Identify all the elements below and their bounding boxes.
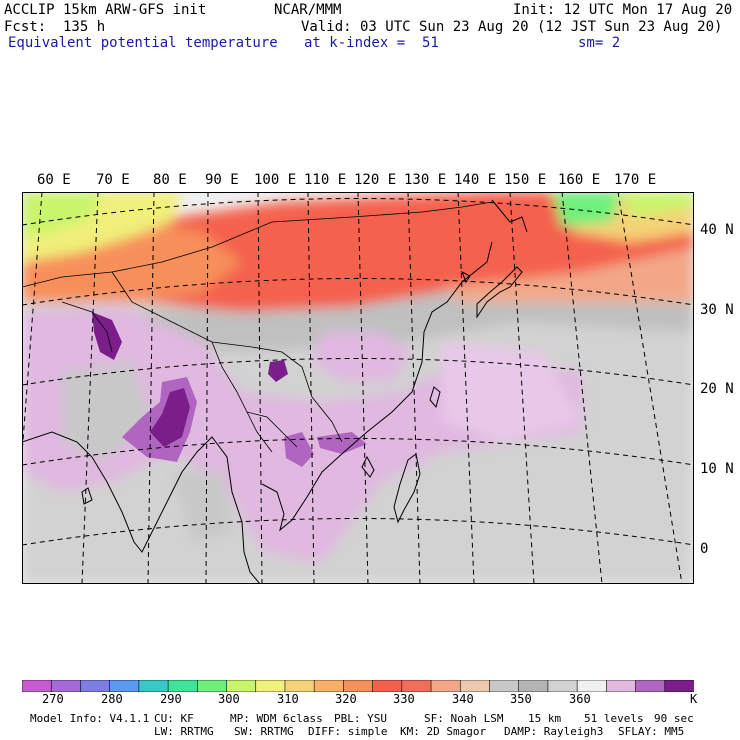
colorbar-swatch — [372, 680, 403, 692]
colorbar-tick: 290 — [160, 692, 182, 706]
colorbar-swatch — [167, 680, 199, 692]
colorbar-tick: 330 — [393, 692, 415, 706]
surface-scheme: SF: Noah LSM — [424, 712, 504, 725]
lon-label: 140 E — [454, 172, 497, 188]
level-label: at k-index = 51 — [304, 35, 439, 51]
colorbar-swatch — [430, 680, 462, 692]
colorbar-tick: 340 — [452, 692, 474, 706]
colorbar-swatch — [459, 680, 491, 692]
forecast-hour: Fcst: 135 h — [4, 19, 106, 35]
theta-e-shading — [22, 192, 694, 584]
coastlines — [22, 199, 528, 584]
colorbar-swatch — [80, 680, 111, 692]
colorbar-tick: 350 — [510, 692, 532, 706]
lat-label: 10 N — [700, 461, 734, 477]
resolution: 15 km — [528, 712, 562, 725]
colorbar-swatch — [284, 680, 315, 692]
lon-label: 170 E — [614, 172, 657, 188]
microphysics-scheme: MP: WDM 6class — [230, 712, 323, 725]
colorbar-swatch — [138, 680, 169, 692]
colorbar-swatch — [401, 680, 432, 692]
smoothing-label: sm= 2 — [578, 35, 621, 51]
lon-label: 120 E — [354, 172, 397, 188]
lat-label: 20 N — [700, 381, 734, 397]
colorbar-swatch — [255, 680, 286, 692]
colorbar-swatch — [109, 680, 140, 692]
timestep: 90 sec — [654, 712, 694, 725]
lon-label: 80 E — [153, 172, 187, 188]
theta-e-map — [22, 192, 694, 584]
colorbar-tick: 360 — [569, 692, 591, 706]
lon-label: 130 E — [404, 172, 447, 188]
lon-label: 160 E — [558, 172, 601, 188]
high-theta-e-cores — [92, 312, 367, 467]
organization-label: NCAR/MMM — [274, 2, 342, 18]
colorbar-swatch — [50, 680, 82, 692]
damping-scheme: DAMP: Rayleigh3 — [504, 725, 604, 738]
lon-label: 60 E — [37, 172, 71, 188]
colorbar-tick: 310 — [277, 692, 299, 706]
colorbar-swatch — [313, 680, 345, 692]
colorbar-unit: K — [690, 692, 698, 706]
lat-label: 30 N — [700, 302, 734, 318]
colorbar-swatch — [518, 680, 549, 692]
levels: 51 levels — [584, 712, 644, 725]
colorbar-swatch — [226, 680, 257, 692]
colorbar-swatch — [547, 680, 578, 692]
diffusion-scheme: DIFF: simple — [308, 725, 388, 738]
colorbar-tick: 320 — [335, 692, 357, 706]
map-frame — [22, 192, 694, 584]
pbl-scheme: PBL: YSU — [334, 712, 387, 725]
valid-time: Valid: 03 UTC Sun 23 Aug 20 (12 JST Sun … — [301, 19, 723, 35]
lat-label: 40 N — [700, 222, 734, 238]
colorbar-swatch — [22, 680, 53, 692]
colorbar-swatch — [664, 680, 694, 692]
shortwave-scheme: SW: RRTMG — [234, 725, 294, 738]
field-name: Equivalent potential temperature — [8, 35, 278, 51]
colorbar-swatch — [489, 680, 520, 692]
colorbar-tick: 270 — [42, 692, 64, 706]
lon-label: 150 E — [504, 172, 547, 188]
colorbar-swatch — [635, 680, 666, 692]
lon-label: 90 E — [205, 172, 239, 188]
lon-label: 110 E — [304, 172, 347, 188]
km-scheme: KM: 2D Smagor — [400, 725, 487, 738]
lon-label: 100 E — [254, 172, 297, 188]
model-title: ACCLIP 15km ARW-GFS init — [4, 2, 207, 18]
colorbar-swatch — [606, 680, 637, 692]
model-info: Model Info: V4.1.1 — [30, 712, 150, 725]
longwave-scheme: LW: RRTMG — [154, 725, 214, 738]
graticule — [22, 192, 694, 584]
init-time: Init: 12 UTC Mon 17 Aug 20 — [513, 2, 733, 18]
colorbar-swatch — [343, 680, 374, 692]
cumulus-scheme: CU: KF — [154, 712, 194, 725]
lat-label: 0 — [700, 541, 709, 557]
lon-label: 70 E — [96, 172, 130, 188]
colorbar-swatch — [576, 680, 608, 692]
surface-layer-scheme: SFLAY: MM5 — [618, 725, 685, 738]
colorbar-tick: 280 — [101, 692, 123, 706]
colorbar-tick: 300 — [218, 692, 240, 706]
colorbar — [22, 680, 694, 692]
colorbar-swatch — [197, 680, 228, 692]
